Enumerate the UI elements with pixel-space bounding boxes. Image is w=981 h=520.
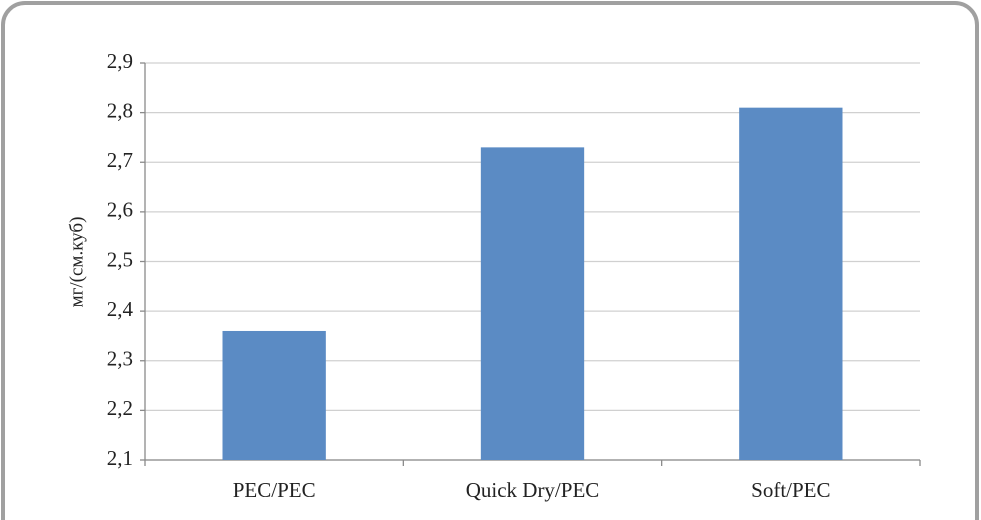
y-tick-label: 2,5 xyxy=(107,247,133,271)
x-tick-label: Soft/PEC xyxy=(751,478,830,502)
y-tick-label: 2,9 xyxy=(107,49,133,73)
bar xyxy=(739,107,843,460)
x-tick-label: PEC/PEC xyxy=(233,478,316,502)
y-tick-label: 2,6 xyxy=(107,198,133,222)
y-tick-label: 2,4 xyxy=(107,297,134,321)
y-tick-label: 2,3 xyxy=(107,347,133,371)
x-tick-label: Quick Dry/PEC xyxy=(466,478,600,502)
y-tick-label: 2,2 xyxy=(107,396,133,420)
y-axis-label: мг/(см.куб) xyxy=(66,217,87,308)
y-tick-label: 2,8 xyxy=(107,98,133,122)
y-tick-label: 2,7 xyxy=(107,148,133,172)
bar xyxy=(222,330,326,460)
bar xyxy=(480,147,585,461)
y-tick-label: 2,1 xyxy=(107,446,133,470)
